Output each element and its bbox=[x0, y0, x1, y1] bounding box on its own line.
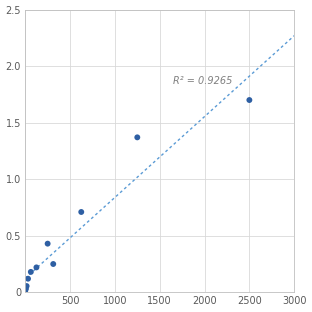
Point bbox=[135, 135, 140, 140]
Point bbox=[34, 265, 39, 270]
Point bbox=[26, 276, 31, 281]
Point bbox=[28, 270, 33, 275]
Point bbox=[23, 286, 28, 291]
Point bbox=[51, 261, 56, 266]
Point bbox=[45, 241, 50, 246]
Text: R² = 0.9265: R² = 0.9265 bbox=[173, 76, 232, 86]
Point bbox=[24, 284, 29, 289]
Point bbox=[23, 290, 28, 295]
Point bbox=[247, 98, 252, 103]
Point bbox=[79, 209, 84, 214]
